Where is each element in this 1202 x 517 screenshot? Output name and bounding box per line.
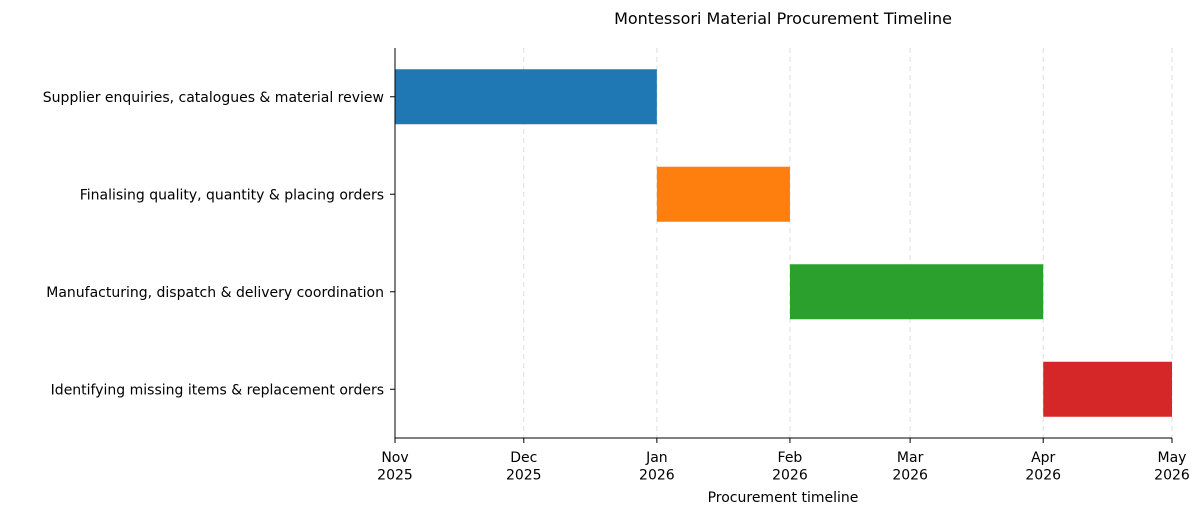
chart-title: Montessori Material Procurement Timeline [614, 9, 952, 28]
bar [656, 166, 790, 222]
bar [1043, 361, 1172, 417]
y-tick-label: Identifying missing items & replacement … [51, 382, 384, 398]
x-tick-label: Jan 2026 [639, 450, 675, 484]
y-tick-label: Manufacturing, dispatch & delivery coord… [46, 285, 384, 301]
x-tick-label: Nov 2025 [377, 450, 413, 484]
bar [789, 264, 1044, 320]
bar [395, 69, 657, 125]
x-tick-label: Dec 2025 [506, 450, 542, 484]
x-tick-label: Apr 2026 [1025, 450, 1061, 484]
x-tick-label: May 2026 [1154, 450, 1190, 484]
x-tick-label: Feb 2026 [772, 450, 808, 484]
x-axis-label: Procurement timeline [708, 490, 859, 506]
y-tick-label: Finalising quality, quantity & placing o… [80, 187, 384, 203]
y-tick-label: Supplier enquiries, catalogues & materia… [43, 90, 384, 106]
x-tick-label: Mar 2026 [892, 450, 928, 484]
